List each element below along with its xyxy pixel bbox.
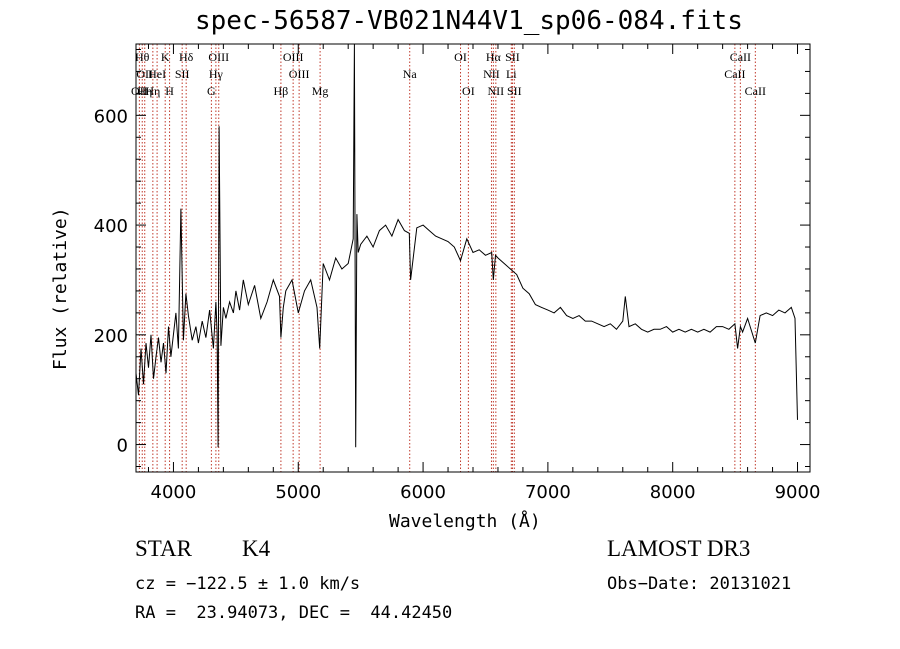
spectral-line-label: OIII (283, 50, 304, 64)
plot-frame (135, 43, 811, 473)
observation-date: Obs−Date: 20131021 (607, 574, 792, 594)
object-subclass: K4 (242, 536, 271, 561)
object-class: STAR (135, 536, 192, 561)
spectral-line-label: NII (483, 67, 500, 81)
y-tick-label: 200 (94, 326, 128, 347)
axis-ticks: 4000 5000 6000 7000 8000 9000 0 200 400 600 (94, 44, 821, 503)
y-tick-label: 400 (94, 216, 128, 237)
spectral-line-label: OIII (208, 50, 229, 64)
spectral-line-label: OI (454, 50, 467, 64)
spectral-line-label: Na (403, 67, 418, 81)
x-tick-label: 6000 (400, 482, 446, 503)
spectral-line-label: SII (505, 50, 520, 64)
spectral-line-label: SII (175, 67, 190, 81)
spectral-line-label: Hη (137, 84, 152, 98)
chart-title: spec-56587-VB021N44V1_sp06-084.fits (195, 6, 743, 36)
spectral-line-label: Li (506, 67, 517, 81)
spectral-line-label: G (207, 84, 216, 98)
spectral-line-label: SII (507, 84, 522, 98)
spectral-line-label: OIII (289, 67, 310, 81)
spectral-line-label: CaII (730, 50, 751, 64)
x-tick-label: 8000 (650, 482, 696, 503)
y-axis-label: Flux (relative) (50, 207, 71, 370)
x-tick-label: 7000 (525, 482, 571, 503)
spectral-line-label: OII (131, 84, 148, 98)
redshift-value: cz = −122.5 ± 1.0 km/s (135, 574, 361, 594)
x-axis-label: Wavelength (Å) (389, 511, 541, 532)
spectral-line-label: CaII (724, 67, 745, 81)
spectral-line-label: Hη (145, 84, 160, 98)
spectral-line-label: Hβ (274, 84, 289, 98)
spectral-line-label: H (165, 84, 174, 98)
spectral-line-label: OII (136, 67, 153, 81)
spectral-line-label: OI (462, 84, 475, 98)
spectral-line-label: NII (488, 84, 505, 98)
x-tick-label: 9000 (775, 482, 821, 503)
x-tick-label: 5000 (275, 482, 321, 503)
coordinates: RA = 23.94073, DEC = 44.42450 (135, 603, 453, 623)
y-tick-label: 0 (117, 436, 128, 457)
line-labels: OIIHθOIIHηHηHeIKHSIIHδGHγOIIIHβOIIIOIIIM… (131, 50, 766, 98)
spectral-line-label: CaII (745, 84, 766, 98)
spectral-line-label: Mg (312, 84, 329, 98)
line-markers (138, 44, 756, 472)
spectral-line-label: K (161, 50, 170, 64)
survey-name: LAMOST DR3 (607, 536, 751, 561)
x-tick-label: 4000 (151, 482, 197, 503)
spectral-line-label: Hθ (135, 50, 150, 64)
spectral-line-label: Hδ (179, 50, 194, 64)
spectral-line-label: Hγ (209, 67, 224, 81)
spectrum-curve (135, 43, 798, 448)
y-tick-label: 600 (94, 106, 128, 127)
spectral-line-label: HeI (148, 67, 166, 81)
spectral-line-label: Hα (486, 50, 502, 64)
